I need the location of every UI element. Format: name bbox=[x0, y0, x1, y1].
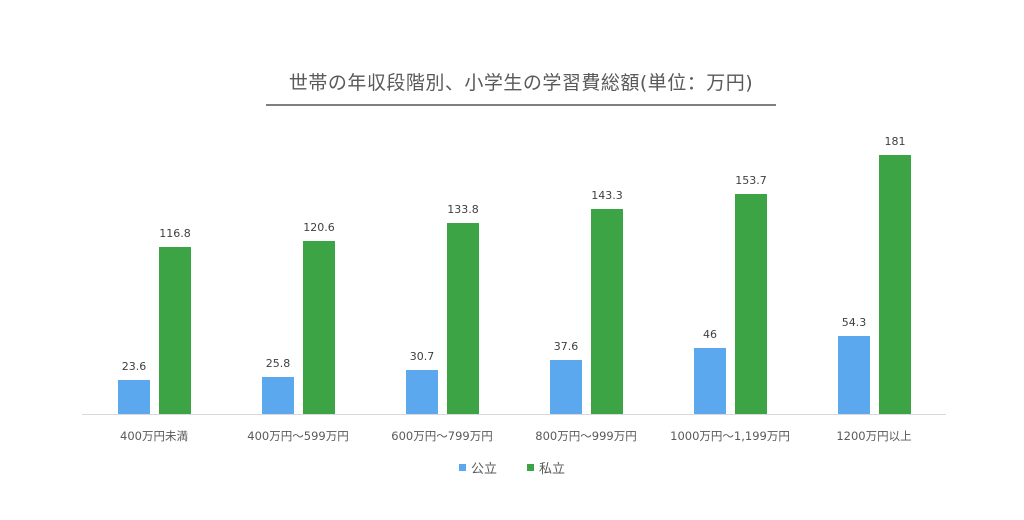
bar-private[interactable] bbox=[879, 155, 911, 414]
bar-private[interactable] bbox=[735, 194, 767, 414]
data-label: 37.6 bbox=[553, 340, 579, 353]
bar-group: 30.7 133.8 bbox=[370, 120, 514, 414]
bar-private[interactable] bbox=[159, 247, 191, 414]
data-label: 133.8 bbox=[447, 203, 479, 216]
title-underline bbox=[266, 104, 776, 106]
data-label: 181 bbox=[884, 135, 906, 148]
legend-swatch-private bbox=[527, 464, 534, 471]
bar-public[interactable] bbox=[838, 336, 870, 414]
data-label: 153.7 bbox=[735, 174, 767, 187]
bar-group: 37.6 143.3 bbox=[514, 120, 658, 414]
bar-private[interactable] bbox=[591, 209, 623, 414]
x-axis-category-label: 1000万円～1,199万円 bbox=[670, 429, 790, 443]
legend-label-public: 公立 bbox=[470, 462, 497, 477]
x-axis-category-label: 400万円～599万円 bbox=[247, 429, 349, 443]
bar-group: 54.3 181 bbox=[802, 120, 946, 414]
data-label: 54.3 bbox=[841, 316, 867, 329]
legend-item-private[interactable]: 私立 bbox=[527, 458, 565, 477]
bar-public[interactable] bbox=[262, 377, 294, 414]
x-axis-line bbox=[82, 414, 946, 415]
data-label: 143.3 bbox=[591, 189, 623, 202]
data-label: 120.6 bbox=[303, 221, 335, 234]
bar-group: 23.6 116.8 bbox=[82, 120, 226, 414]
data-label: 46 bbox=[703, 328, 717, 341]
legend-item-public[interactable]: 公立 bbox=[458, 458, 497, 477]
bar-private[interactable] bbox=[303, 241, 335, 414]
legend: 公立 私立 bbox=[0, 458, 1024, 477]
x-axis-category-label: 600万円～799万円 bbox=[391, 429, 493, 443]
bar-public[interactable] bbox=[406, 370, 438, 414]
x-axis-category-label: 800万円～999万円 bbox=[535, 429, 637, 443]
x-axis-category-label: 1200万円以上 bbox=[836, 429, 912, 443]
data-label: 30.7 bbox=[409, 350, 435, 363]
bar-public[interactable] bbox=[694, 348, 726, 414]
legend-label-private: 私立 bbox=[539, 462, 566, 477]
legend-swatch-public bbox=[458, 464, 466, 471]
chart-title: 世帯の年収段階別、小学生の学習費総額(単位：万円) bbox=[288, 72, 754, 94]
bar-group: 25.8 120.6 bbox=[226, 120, 370, 414]
data-label: 25.8 bbox=[265, 357, 291, 370]
bar-public[interactable] bbox=[550, 360, 582, 414]
data-label: 116.8 bbox=[159, 227, 191, 240]
data-label: 23.6 bbox=[121, 360, 147, 373]
bar-public[interactable] bbox=[118, 380, 150, 414]
bar-group: 46 153.7 bbox=[658, 120, 802, 414]
x-axis-category-label: 400万円未満 bbox=[120, 429, 188, 443]
bar-private[interactable] bbox=[447, 223, 479, 414]
plot-area: 23.6 116.8 25.8 120.6 30.7 133.8 37.6 143.3 46 15… bbox=[82, 120, 946, 414]
